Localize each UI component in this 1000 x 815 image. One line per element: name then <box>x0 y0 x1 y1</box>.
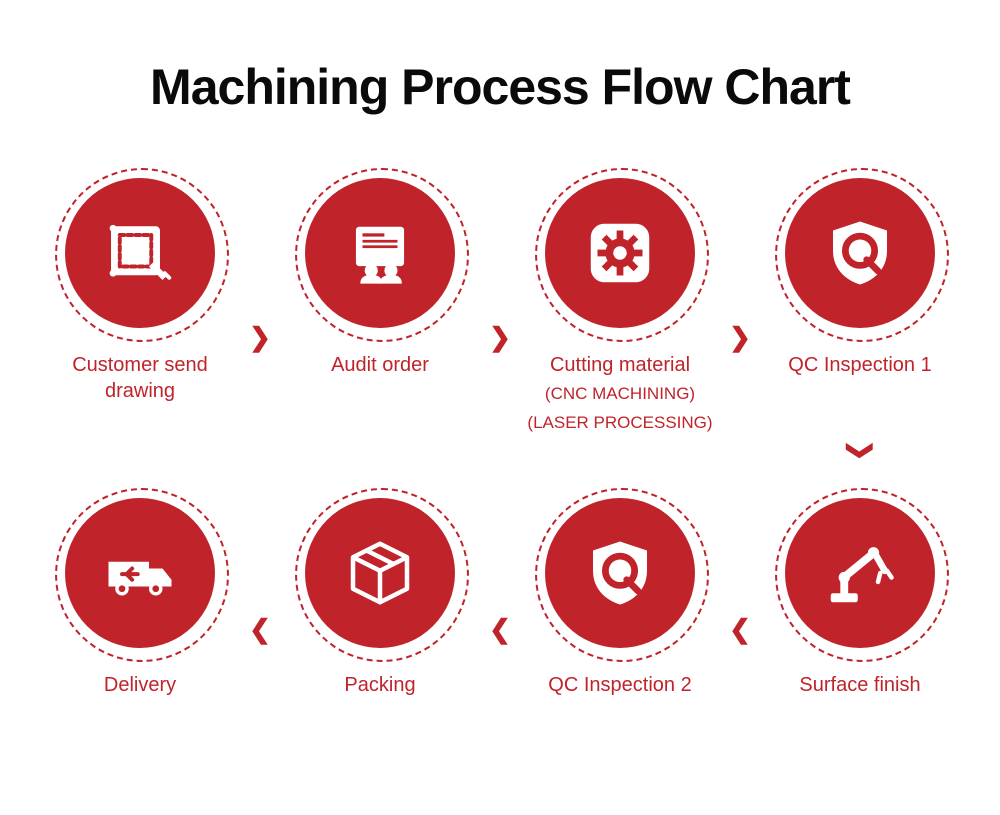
node-surface-finish <box>785 498 935 648</box>
audit-icon <box>344 217 416 289</box>
qc-shield-icon <box>824 217 896 289</box>
step-label: QC Inspection 2 <box>548 672 691 698</box>
node-audit-order <box>305 178 455 328</box>
node-cutting-material <box>545 178 695 328</box>
arrow-down-icon: ❯ <box>845 440 876 462</box>
box-icon <box>344 537 416 609</box>
arrow-right-icon: ❯ <box>480 322 520 353</box>
step-packing: Packing <box>280 498 480 698</box>
step-label: QC Inspection 1 <box>788 352 931 378</box>
step-delivery: Delivery <box>40 498 240 698</box>
robot-arm-icon <box>824 537 896 609</box>
flow-row-2: Delivery ❮ Packing ❮ <box>0 498 1000 698</box>
flow-row-1: Customer send drawing ❯ Audit order ❯ <box>0 178 1000 435</box>
step-audit-order: Audit order <box>280 178 480 378</box>
step-label: Audit order <box>331 352 429 378</box>
step-customer-drawing: Customer send drawing <box>40 178 240 404</box>
arrow-right-icon: ❯ <box>720 322 760 353</box>
node-delivery <box>65 498 215 648</box>
page-title: Machining Process Flow Chart <box>0 58 1000 116</box>
step-qc1: QC Inspection 1 <box>760 178 960 378</box>
step-qc2: QC Inspection 2 <box>520 498 720 698</box>
node-qc2 <box>545 498 695 648</box>
node-qc1 <box>785 178 935 328</box>
step-surface-finish: Surface finish <box>760 498 960 698</box>
step-sublabel: (CNC MACHINING) <box>545 382 695 407</box>
step-label: Delivery <box>104 672 176 698</box>
arrow-left-icon: ❮ <box>240 614 280 645</box>
node-packing <box>305 498 455 648</box>
step-sublabel: (LASER PROCESSING) <box>527 411 712 436</box>
step-label: Cutting material <box>550 352 690 378</box>
step-label: Customer send drawing <box>40 352 240 404</box>
node-customer-drawing <box>65 178 215 328</box>
truck-icon <box>104 537 176 609</box>
arrow-left-icon: ❮ <box>480 614 520 645</box>
qc-shield-icon <box>584 537 656 609</box>
step-label: Packing <box>344 672 415 698</box>
arrow-left-icon: ❮ <box>720 614 760 645</box>
arrow-right-icon: ❯ <box>240 322 280 353</box>
step-label: Surface finish <box>799 672 920 698</box>
blueprint-icon <box>104 217 176 289</box>
gear-icon <box>584 217 656 289</box>
step-cutting-material: Cutting material (CNC MACHINING) (LASER … <box>520 178 720 435</box>
